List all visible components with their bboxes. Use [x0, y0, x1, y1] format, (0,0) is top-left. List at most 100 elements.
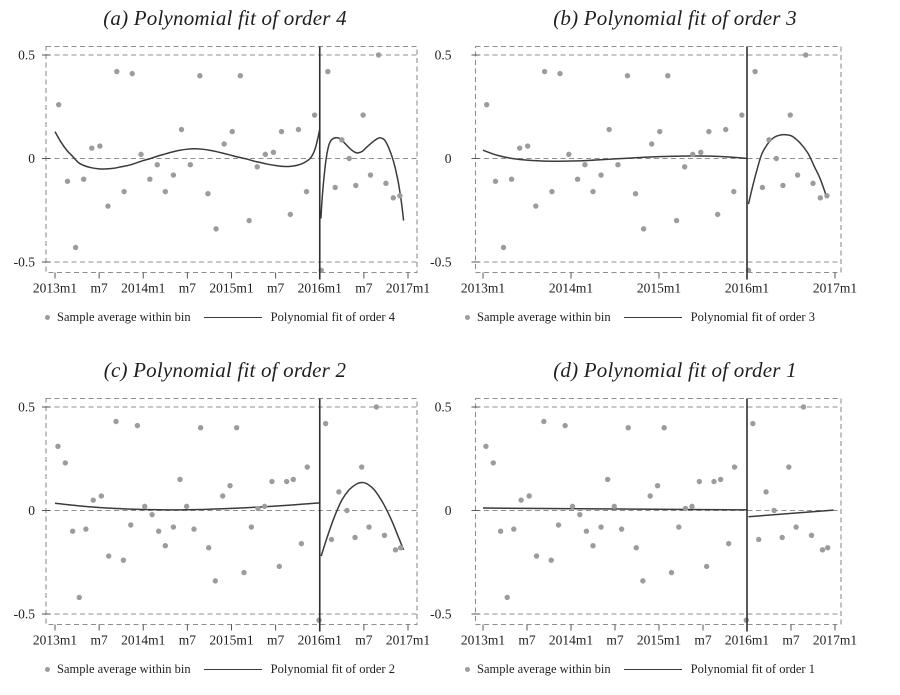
scatter-point [255, 505, 261, 512]
x-tick-label: 2016m1 [298, 633, 342, 648]
scatter-point [358, 464, 365, 470]
rd-plot-d: 0.5 0 -0.5 2013m1 m7 2014m1 m7 2015m1 m7 2016m1 m7… [430, 397, 857, 648]
scatter-point [120, 557, 127, 563]
scatter-point [128, 522, 134, 528]
scatter-point [640, 226, 647, 232]
scatter-point [219, 493, 226, 499]
x-tick-label: m7 [694, 633, 712, 648]
scatter-point [295, 126, 302, 133]
scatter-point [187, 162, 194, 168]
scatter-point [569, 503, 576, 510]
legend-dot-icon [45, 315, 51, 320]
fit-curve-right [320, 481, 405, 557]
scatter-point [206, 545, 212, 551]
scatter-point [352, 534, 358, 541]
scatter-point [69, 528, 76, 534]
plot-frame [474, 397, 842, 626]
legend-scatter-label: Sample average within bin [57, 662, 191, 676]
scatter-point [113, 418, 119, 425]
legend-dot-icon [465, 667, 471, 672]
scatter-point [533, 553, 540, 559]
scatter-point [138, 151, 144, 158]
scatter-point [731, 188, 737, 195]
x-tick-label: 2016m1 [298, 281, 342, 296]
scatter-point [177, 476, 183, 483]
panel-c-legend: Sample average within bin Polynomial fit… [0, 662, 445, 677]
scatter-point [83, 526, 89, 532]
scatter-point [500, 244, 507, 251]
scatter-point [661, 425, 667, 431]
scatter-point [344, 507, 350, 514]
scatter-point [269, 478, 275, 485]
x-tick-label: 2014m1 [121, 281, 165, 296]
scatter-point [583, 528, 590, 534]
scatter-point [72, 244, 79, 251]
plot-frame [45, 45, 418, 274]
scatter-point [64, 178, 71, 184]
plot-frame [474, 45, 842, 274]
scatter-point [262, 151, 269, 158]
scatter-point [373, 404, 380, 410]
legend-line-icon [203, 669, 262, 670]
panel-c-title: (c) Polynomial fit of order 2 [103, 358, 347, 382]
scatter-point [731, 464, 738, 470]
scatter-point [766, 137, 772, 143]
x-tick-label: m7 [179, 633, 197, 648]
panel-b-legend: Sample average within bin Polynomial fit… [415, 310, 865, 325]
x-tick-label: m7 [606, 633, 624, 648]
scatter-point [574, 176, 581, 182]
scatter-point [648, 141, 655, 147]
scatter-point [270, 149, 277, 155]
scatter-point [170, 524, 177, 530]
scatter-point [114, 68, 120, 75]
scatter-point [618, 526, 625, 532]
scatter-point [549, 188, 555, 195]
scatter-point [311, 112, 318, 118]
scatter-point [197, 73, 203, 79]
y-tick-label: -0.5 [14, 607, 36, 622]
scatter-point [346, 155, 352, 162]
y-tick-label: 0.5 [435, 48, 452, 63]
x-tick-label: 2017m1 [813, 633, 857, 648]
legend-line-icon [623, 669, 682, 670]
scatter-point [632, 190, 639, 197]
scatter-point [205, 190, 211, 197]
scatter-point [793, 524, 799, 530]
scatter-point [227, 482, 233, 489]
scatter-point [154, 162, 160, 168]
x-tick-label: 2015m1 [209, 281, 253, 296]
scatter-point [750, 420, 756, 427]
scatter-point [723, 126, 729, 133]
scatter-point [328, 536, 335, 543]
scatter-point [717, 476, 724, 483]
scatter-point [241, 569, 247, 576]
scatter-point [763, 489, 769, 495]
scatter-point [555, 522, 562, 528]
scatter-point [800, 404, 807, 410]
scatter-point [197, 425, 204, 431]
scatter-point [336, 489, 342, 495]
scatter-point [332, 184, 338, 191]
scatter-point [298, 540, 305, 547]
scatter-point [497, 528, 504, 534]
scatter-point [625, 425, 631, 431]
scatter-point [353, 182, 359, 189]
panel-b: (b) Polynomial fit of order 3 0.5 0 -0.5 20… [430, 0, 900, 348]
scatter-point [89, 145, 95, 151]
scatter-point [598, 524, 604, 530]
x-tick-label: 2014m1 [549, 633, 593, 648]
scatter-point [759, 184, 766, 191]
scatter-point [794, 172, 801, 178]
scatter-point [689, 503, 695, 510]
x-tick-label: 2014m1 [549, 281, 593, 296]
scatter-point [548, 557, 554, 563]
legend-dot-icon [45, 667, 51, 672]
x-tick-label: 2014m1 [121, 633, 165, 648]
scatter-point [756, 536, 762, 543]
y-tick-label: 0.5 [18, 400, 35, 415]
scatter-point [221, 141, 227, 147]
scatter-point [808, 532, 815, 539]
scatter-point [162, 188, 169, 195]
scatter-point [773, 155, 780, 162]
scatter-point [325, 68, 331, 75]
